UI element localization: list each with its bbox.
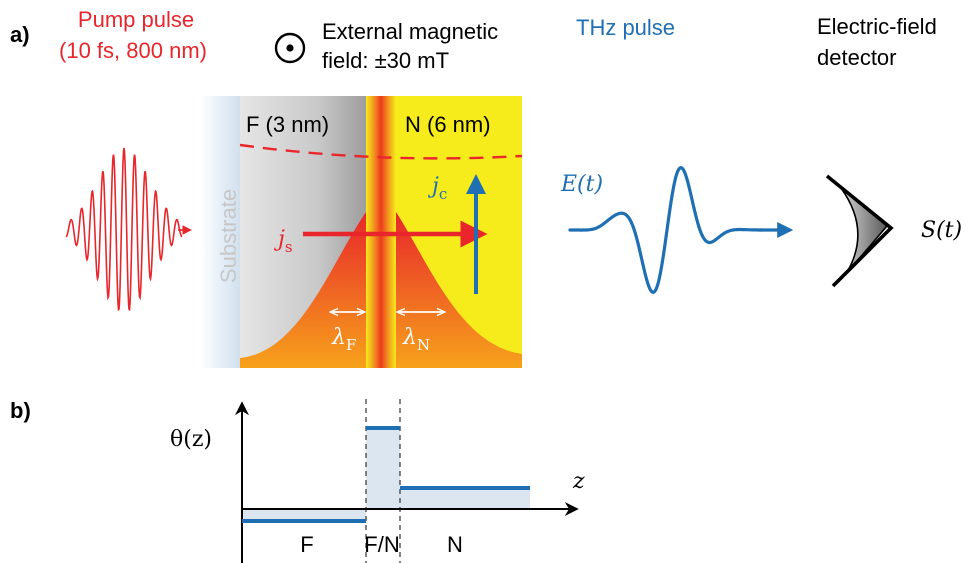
layer-n-label: N (6 nm) <box>405 112 491 137</box>
panel-b-label: b) <box>10 398 31 423</box>
magnetic-field-line2: field: ±30 mT <box>322 48 449 73</box>
substrate-label: Substrate <box>216 189 241 283</box>
pump-pulse-wave <box>65 147 183 312</box>
detector-icon <box>825 174 894 288</box>
spin-distribution-f <box>240 212 366 368</box>
profile-fill-interface <box>366 428 400 509</box>
profile-fill-n <box>400 488 530 509</box>
detector-signal-symbol: S(t) <box>921 218 962 243</box>
pump-pulse-title: Pump pulse <box>78 7 194 32</box>
region-fn-label: F/N <box>364 532 399 557</box>
detector-line2: detector <box>817 45 897 70</box>
field-out-of-page-icon <box>274 32 306 64</box>
spin-distribution-n <box>396 212 522 368</box>
region-n-label: N <box>447 532 463 557</box>
thz-pulse-wave <box>568 166 764 294</box>
region-f-label: F <box>300 532 313 557</box>
panel-a-label: a) <box>10 22 30 47</box>
lambda-f-label: λF <box>331 325 356 354</box>
thz-field-symbol: E(t) <box>560 172 603 197</box>
y-axis-label: θ(z) <box>170 427 212 452</box>
pump-pulse-subtitle: (10 fs, 800 nm) <box>59 38 207 63</box>
lambda-n-label: λN <box>402 325 430 354</box>
substrate-layer <box>200 96 242 368</box>
layer-f-label: F (3 nm) <box>246 112 329 137</box>
pump-intensity-profile <box>239 143 523 160</box>
magnetic-field-line1: External magnetic <box>322 19 498 44</box>
thz-pulse-title: THz pulse <box>576 15 675 40</box>
detector-line1: Electric-field <box>817 14 937 39</box>
x-axis-label: z <box>572 469 585 494</box>
profile-fill-f <box>242 509 366 521</box>
